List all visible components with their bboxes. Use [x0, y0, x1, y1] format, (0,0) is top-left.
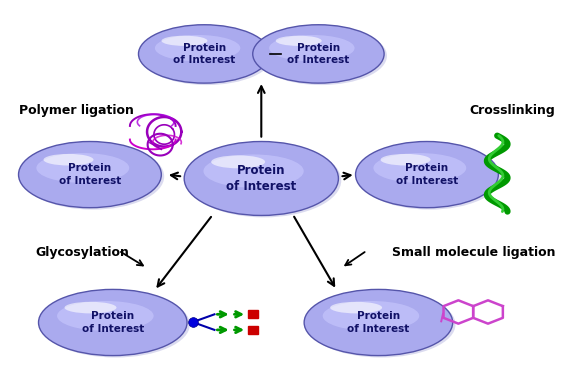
- Text: Protein
of Interest: Protein of Interest: [226, 164, 296, 193]
- Text: Protein
of Interest: Protein of Interest: [173, 43, 235, 65]
- Text: Crosslinking: Crosslinking: [470, 104, 556, 117]
- Ellipse shape: [323, 301, 419, 331]
- Ellipse shape: [44, 154, 94, 165]
- Ellipse shape: [38, 289, 187, 356]
- Text: Protein
of Interest: Protein of Interest: [82, 311, 144, 334]
- Ellipse shape: [381, 154, 430, 165]
- Ellipse shape: [141, 27, 273, 85]
- Ellipse shape: [64, 302, 117, 313]
- Bar: [248, 310, 258, 318]
- Text: Protein
of Interest: Protein of Interest: [288, 43, 350, 65]
- Ellipse shape: [211, 155, 265, 168]
- Bar: [248, 326, 258, 334]
- Ellipse shape: [155, 35, 241, 61]
- Ellipse shape: [18, 142, 161, 208]
- Ellipse shape: [269, 35, 355, 61]
- Text: Small molecule ligation: Small molecule ligation: [392, 246, 556, 259]
- Text: Protein
of Interest: Protein of Interest: [396, 163, 458, 186]
- Text: Glycosylation: Glycosylation: [36, 246, 130, 259]
- Ellipse shape: [161, 36, 207, 46]
- Ellipse shape: [255, 27, 387, 85]
- Ellipse shape: [355, 142, 498, 208]
- Ellipse shape: [304, 289, 453, 356]
- Text: Polymer ligation: Polymer ligation: [18, 104, 133, 117]
- Ellipse shape: [374, 153, 466, 183]
- Text: Protein
of Interest: Protein of Interest: [59, 163, 121, 186]
- Ellipse shape: [36, 153, 129, 183]
- Ellipse shape: [203, 154, 304, 188]
- Ellipse shape: [276, 36, 321, 46]
- Ellipse shape: [307, 291, 456, 358]
- Ellipse shape: [330, 302, 382, 313]
- Ellipse shape: [138, 25, 270, 83]
- Ellipse shape: [21, 143, 164, 210]
- Ellipse shape: [187, 143, 342, 218]
- Ellipse shape: [57, 301, 154, 331]
- Ellipse shape: [184, 142, 339, 216]
- Ellipse shape: [41, 291, 190, 358]
- Ellipse shape: [253, 25, 384, 83]
- Ellipse shape: [358, 143, 501, 210]
- Text: Protein
of Interest: Protein of Interest: [347, 311, 409, 334]
